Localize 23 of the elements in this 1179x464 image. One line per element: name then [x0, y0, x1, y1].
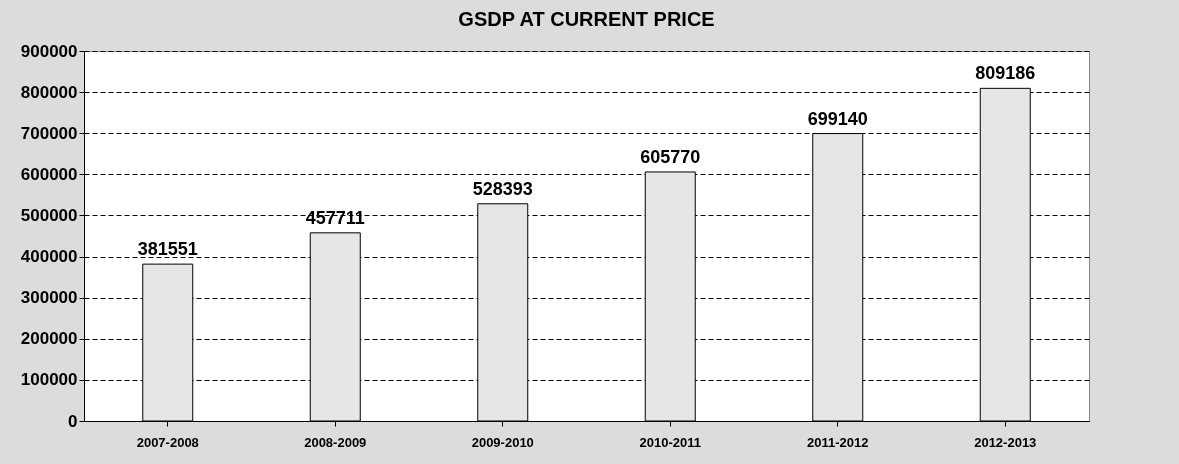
data-label: 605770 [640, 146, 701, 167]
y-tick-label: 900000 [20, 41, 78, 61]
x-tick-label: 2007-2008 [136, 434, 199, 450]
data-label: 699140 [807, 108, 868, 129]
x-tick-label: 2008-2009 [304, 434, 367, 450]
y-tick-label: 200000 [20, 329, 78, 349]
data-label: 457711 [305, 207, 365, 228]
data-label: 809186 [975, 63, 1036, 84]
x-tick-label: 2012-2013 [974, 434, 1037, 450]
data-label: 381551 [137, 239, 198, 260]
chart-title: GSDP AT CURRENT PRICE [458, 8, 715, 30]
x-tick-label: 2011-2012 [807, 434, 869, 450]
y-tick-label: 800000 [20, 82, 78, 102]
x-tick-label: 2010-2011 [639, 434, 701, 450]
y-tick-label: 0 [68, 411, 78, 431]
y-tick-label: 600000 [20, 164, 78, 184]
x-tick-label: 2009-2010 [471, 434, 534, 450]
y-tick-label: 500000 [20, 205, 78, 225]
y-tick-label: 100000 [20, 370, 78, 390]
y-tick-label: 300000 [20, 288, 78, 308]
y-tick-label: 400000 [20, 247, 78, 267]
data-label: 528393 [472, 178, 533, 199]
y-tick-label: 700000 [20, 123, 78, 143]
